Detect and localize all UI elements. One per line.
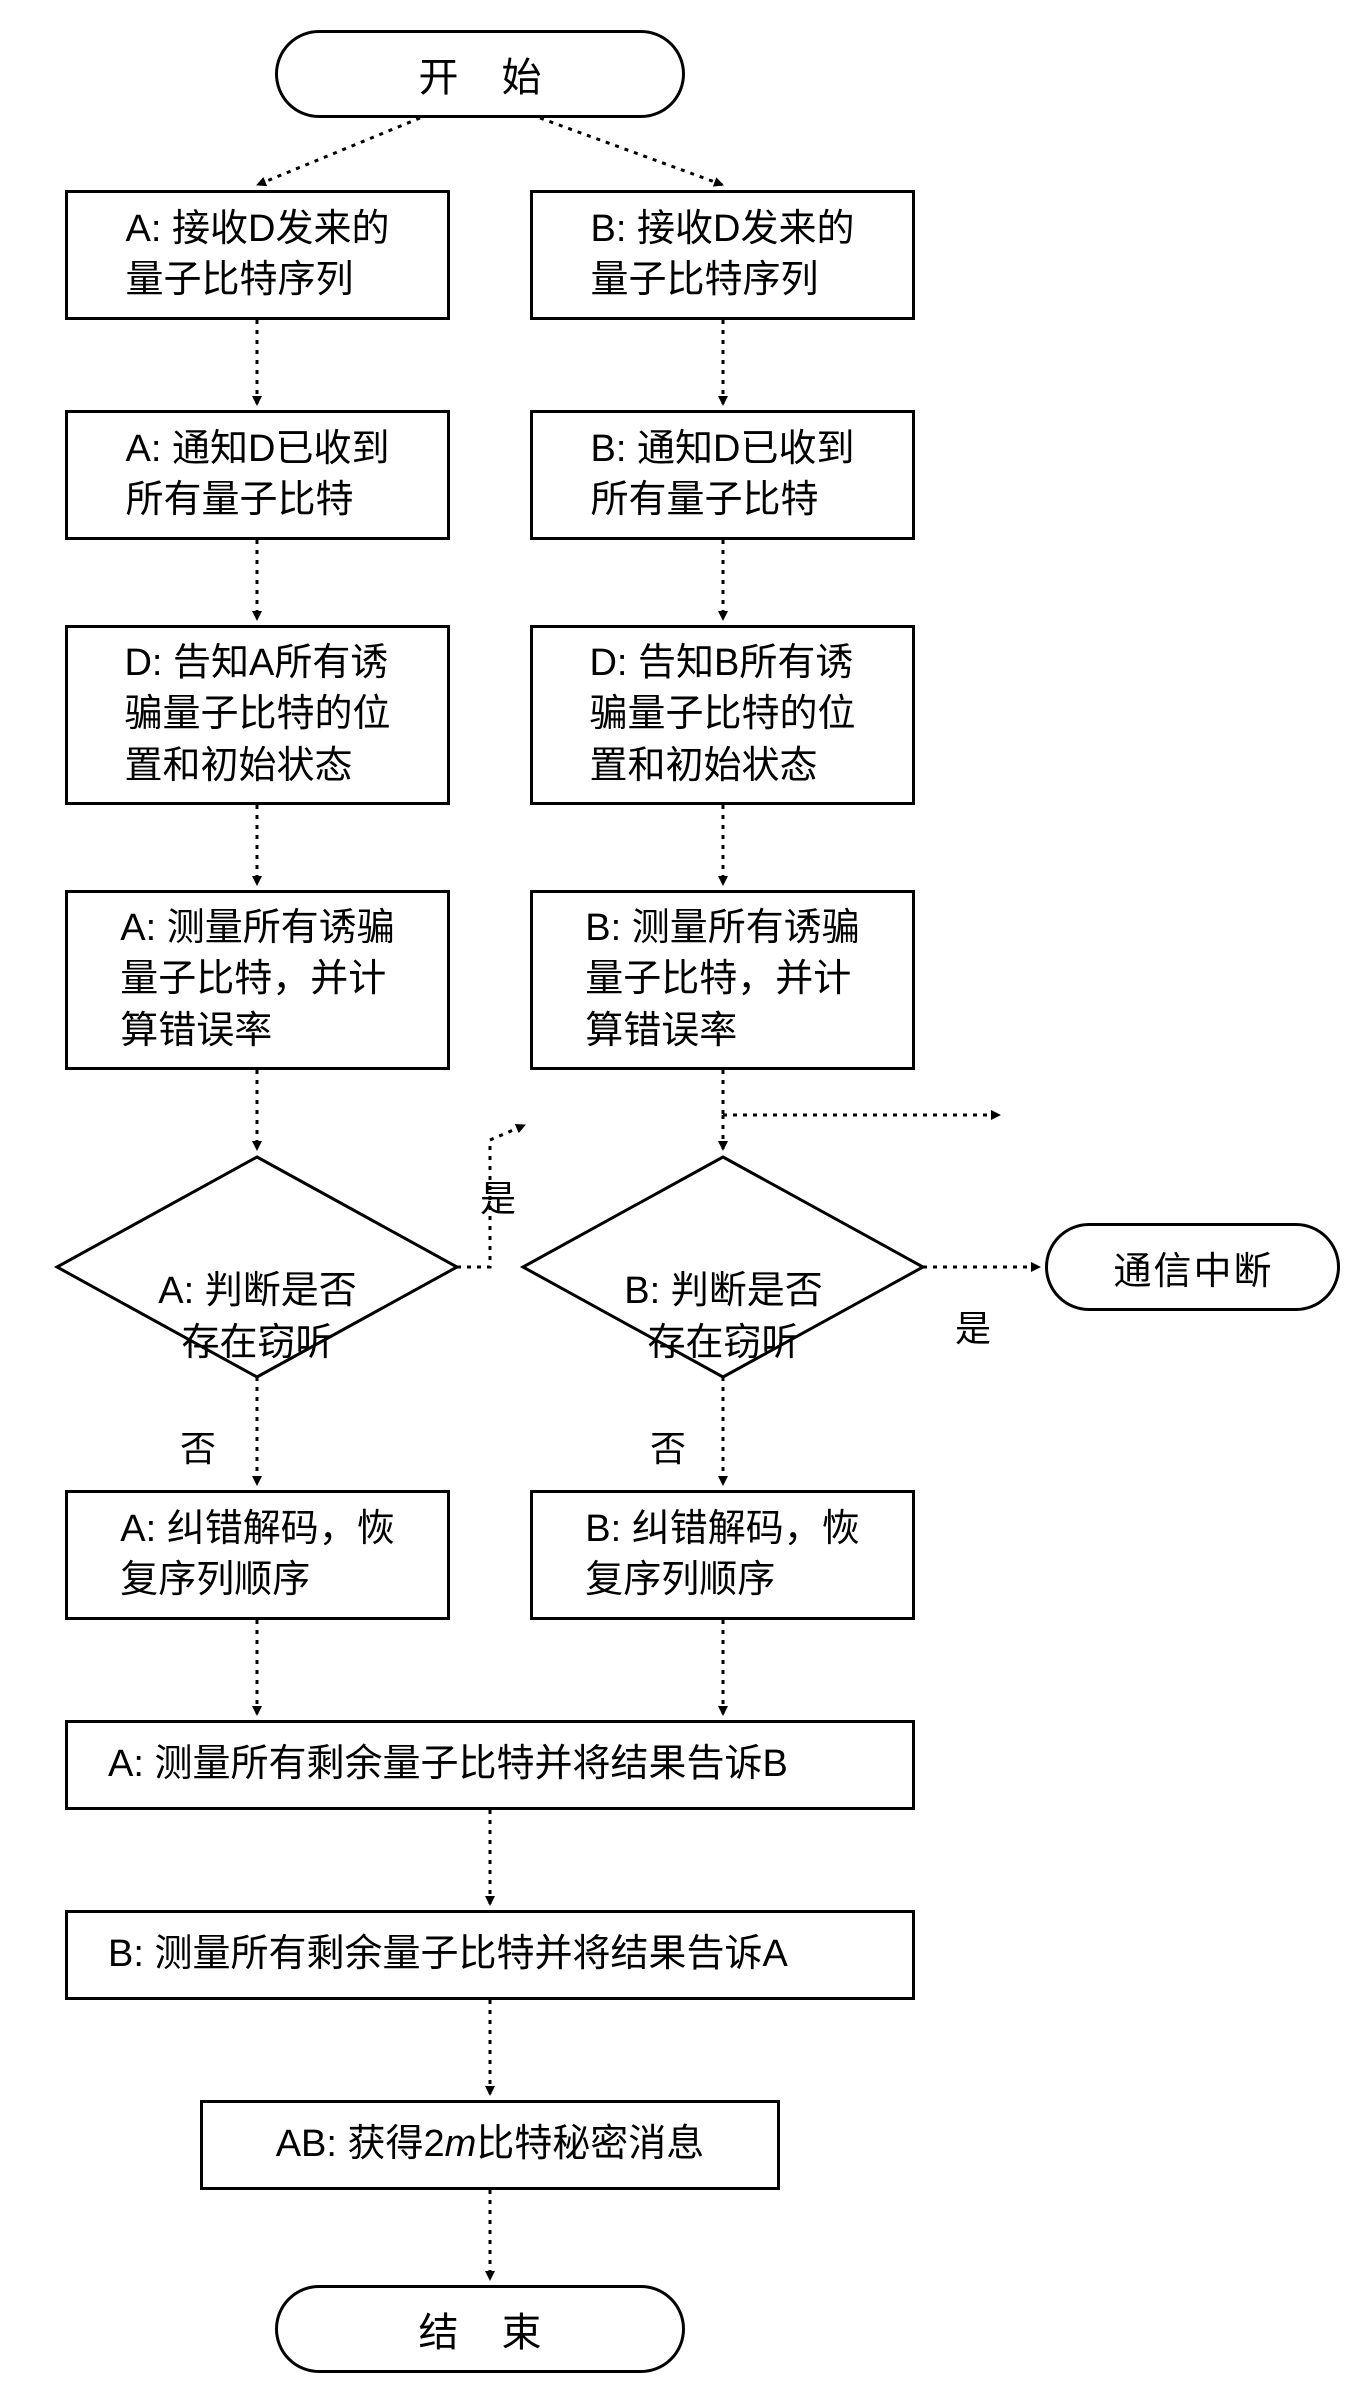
label-a-yes: 是 bbox=[480, 1170, 516, 1222]
box-b3: D: 告知B所有诱 骗量子比特的位 置和初始状态 bbox=[530, 625, 915, 805]
box-a3: D: 告知A所有诱 骗量子比特的位 置和初始状态 bbox=[65, 625, 450, 805]
box-b2: B: 通知D已收到 所有量子比特 bbox=[530, 410, 915, 540]
box-w2: B: 测量所有剩余量子比特并将结果告诉A bbox=[65, 1910, 915, 2000]
end-terminal: 结 束 bbox=[275, 2285, 685, 2373]
box-a6: A: 纠错解码，恢 复序列顺序 bbox=[65, 1490, 450, 1620]
box-w3: AB: 获得2m比特秘密消息 bbox=[200, 2100, 780, 2190]
box-b1-text: B: 接收D发来的 量子比特序列 bbox=[591, 204, 855, 307]
box-b3-text: D: 告知B所有诱 骗量子比特的位 置和初始状态 bbox=[589, 638, 855, 792]
box-b4: B: 测量所有诱骗 量子比特，并计 算错误率 bbox=[530, 890, 915, 1070]
start-label: 开 始 bbox=[418, 45, 557, 103]
box-a3-text: D: 告知A所有诱 骗量子比特的位 置和初始状态 bbox=[124, 638, 390, 792]
box-a1: A: 接收D发来的 量子比特序列 bbox=[65, 190, 450, 320]
box-w1-text: A: 测量所有剩余量子比特并将结果告诉B bbox=[108, 1739, 788, 1790]
interrupt-terminal: 通信中断 bbox=[1045, 1223, 1340, 1311]
interrupt-label: 通信中断 bbox=[1113, 1240, 1273, 1295]
box-a2: A: 通知D已收到 所有量子比特 bbox=[65, 410, 450, 540]
box-b1: B: 接收D发来的 量子比特序列 bbox=[530, 190, 915, 320]
connector-lines bbox=[0, 0, 1362, 2403]
end-label: 结 束 bbox=[418, 2300, 557, 2358]
box-b6: B: 纠错解码，恢 复序列顺序 bbox=[530, 1490, 915, 1620]
box-b4-text: B: 测量所有诱骗 量子比特，并计 算错误率 bbox=[585, 903, 859, 1057]
box-a4: A: 测量所有诱骗 量子比特，并计 算错误率 bbox=[65, 890, 450, 1070]
start-terminal: 开 始 bbox=[275, 30, 685, 118]
diamond-b5-text: B: 判断是否 存在窃听 bbox=[611, 1215, 836, 1369]
label-b-yes: 是 bbox=[955, 1300, 991, 1352]
box-w3-text: AB: 获得2m比特秘密消息 bbox=[276, 2119, 705, 2170]
label-b-no: 否 bbox=[650, 1420, 686, 1472]
box-w2-text: B: 测量所有剩余量子比特并将结果告诉A bbox=[108, 1929, 788, 1980]
flowchart-canvas: 开 始 结 束 通信中断 A: 接收D发来的 量子比特序列 B: 接收D发来的 … bbox=[0, 0, 1362, 2403]
box-w1: A: 测量所有剩余量子比特并将结果告诉B bbox=[65, 1720, 915, 1810]
box-a4-text: A: 测量所有诱骗 量子比特，并计 算错误率 bbox=[120, 903, 394, 1057]
diamond-a5-text: A: 判断是否 存在窃听 bbox=[145, 1215, 370, 1369]
box-a2-text: A: 通知D已收到 所有量子比特 bbox=[126, 424, 390, 527]
box-b6-text: B: 纠错解码，恢 复序列顺序 bbox=[585, 1504, 859, 1607]
label-a-no: 否 bbox=[180, 1420, 216, 1472]
box-a6-text: A: 纠错解码，恢 复序列顺序 bbox=[120, 1504, 394, 1607]
box-b2-text: B: 通知D已收到 所有量子比特 bbox=[591, 424, 855, 527]
box-a1-text: A: 接收D发来的 量子比特序列 bbox=[126, 204, 390, 307]
